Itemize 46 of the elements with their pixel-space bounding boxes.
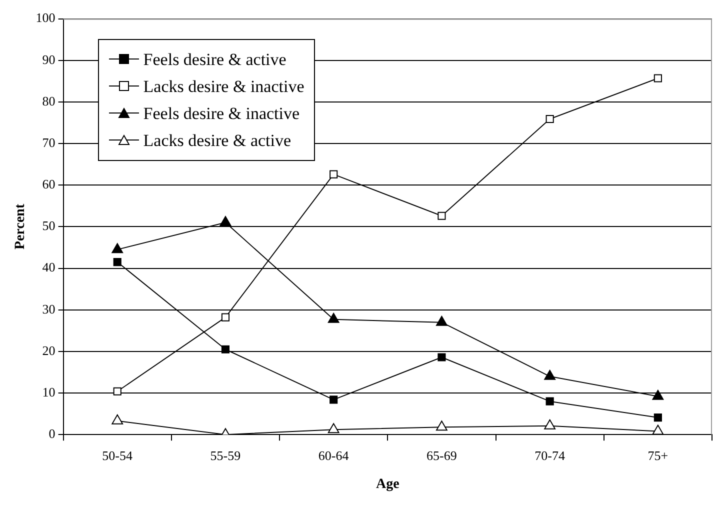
legend-label: Feels desire & inactive <box>143 102 300 125</box>
point <box>544 419 556 430</box>
point <box>112 243 124 254</box>
y-tick-label: 80 <box>42 93 56 108</box>
point <box>330 396 338 404</box>
point <box>654 414 662 422</box>
y-tick-label: 0 <box>48 426 56 442</box>
point <box>654 74 662 82</box>
y-tick-label: 40 <box>42 260 56 275</box>
y-tick-label: 50 <box>42 218 56 234</box>
x-tick-label: 65-69 <box>426 448 457 463</box>
y-tick-label: 20 <box>42 342 56 358</box>
point <box>436 316 448 326</box>
point <box>328 312 340 323</box>
point <box>221 345 230 354</box>
legend-label: Feels desire & active <box>143 48 286 71</box>
legend-label: Lacks desire & inactive <box>143 76 304 98</box>
point <box>438 353 446 362</box>
point <box>436 420 448 431</box>
x-tick-label: 55-59 <box>210 448 241 463</box>
y-tick-label: 70 <box>42 134 56 150</box>
point <box>220 216 232 226</box>
point <box>652 390 664 400</box>
x-tick-label: 75+ <box>648 448 668 463</box>
x-tick-label: 70-74 <box>534 448 566 463</box>
point <box>112 414 124 424</box>
y-tick-label: 100 <box>36 10 56 26</box>
point <box>328 423 340 434</box>
x-tick-label: 60-64 <box>318 448 350 463</box>
point <box>652 424 664 435</box>
x-tick-label: 50-54 <box>102 448 134 463</box>
y-tick-label: 60 <box>42 176 56 192</box>
y-tick-label: 90 <box>42 52 56 67</box>
point <box>438 212 446 220</box>
point <box>113 387 122 396</box>
x-axis-title: Age <box>376 477 400 492</box>
point <box>544 370 556 380</box>
point <box>546 397 554 406</box>
point <box>546 114 554 124</box>
y-tick-label: 10 <box>42 384 56 400</box>
point <box>113 258 122 266</box>
y-tick-label: 30 <box>42 301 56 316</box>
y-axis-title: Percent <box>13 204 28 250</box>
point <box>221 313 230 322</box>
legend-label: Lacks desire & active <box>143 130 292 152</box>
point <box>330 170 338 178</box>
